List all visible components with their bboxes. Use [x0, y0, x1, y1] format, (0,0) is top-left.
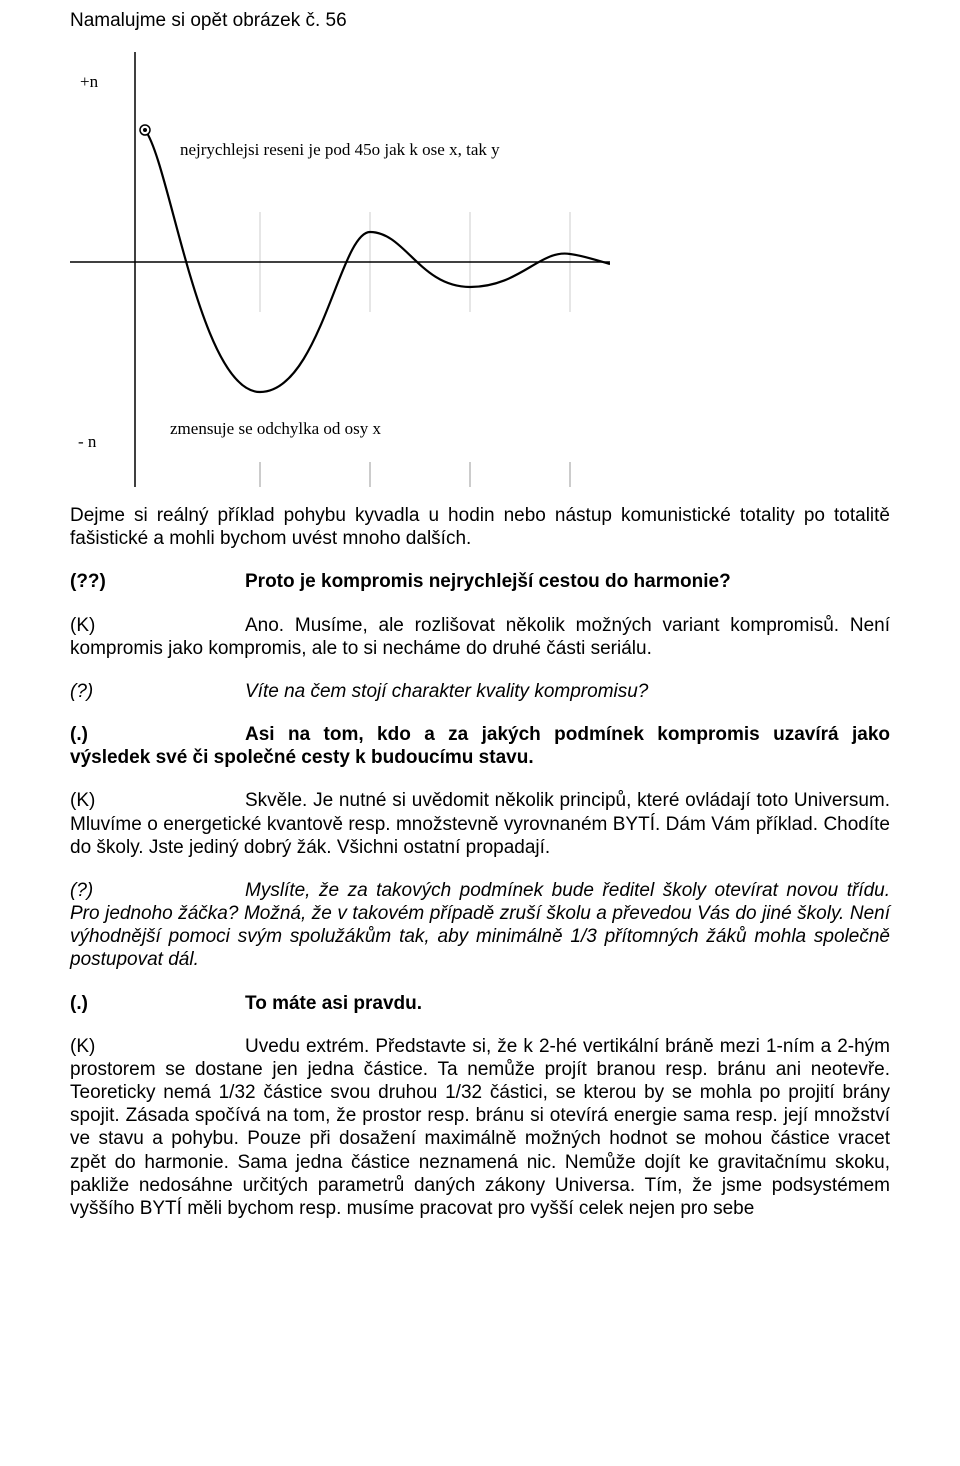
dialogue-text: Proto je kompromis nejrychlejší cestou d… — [245, 571, 731, 592]
svg-text:+n: +n — [80, 72, 99, 91]
speaker-prefix: (K) — [70, 1035, 245, 1058]
dialogue-line-8: (K)Uvedu extrém. Představte si, že k 2-h… — [70, 1035, 890, 1220]
dialogue-text: To máte asi pravdu. — [245, 993, 422, 1014]
dialogue-line-6: (?)Myslíte, že za takových podmínek bude… — [70, 879, 890, 972]
dialogue-line-1: (??)Proto je kompromis nejrychlejší cest… — [70, 570, 890, 593]
dialogue-line-7: (.)To máte asi pravdu. — [70, 992, 890, 1015]
dialogue-line-2: (K)Ano. Musíme, ale rozlišovat několik m… — [70, 614, 890, 660]
chart-wrapper: +n - n nejrychlejsi reseni je pod 45o jak … — [70, 42, 890, 492]
svg-text:zmensuje se odchylka od osy x: zmensuje se odchylka od osy x — [170, 419, 382, 438]
document-page: Namalujme si opět obrázek č. 56 +n - n nej… — [0, 0, 960, 1466]
svg-text:nejrychlejsi reseni je pod 45o: nejrychlejsi reseni je pod 45o jak k ose… — [180, 140, 500, 159]
dialogue-text: Víte na čem stojí charakter kvality komp… — [245, 681, 648, 702]
speaker-prefix: (??) — [70, 570, 245, 593]
speaker-prefix: (.) — [70, 992, 245, 1015]
svg-text:- n: - n — [78, 432, 97, 451]
damped-oscillation-chart: +n - n nejrychlejsi reseni je pod 45o jak … — [70, 42, 610, 492]
speaker-prefix: (K) — [70, 789, 245, 812]
dialogue-line-5: (K)Skvěle. Je nutné si uvědomit několik … — [70, 789, 890, 859]
heading: Namalujme si opět obrázek č. 56 — [70, 10, 890, 32]
speaker-prefix: (?) — [70, 680, 245, 703]
dialogue-text: Uvedu extrém. Představte si, že k 2-hé v… — [70, 1036, 890, 1219]
dialogue-line-4: (.)Asi na tom, kdo a za jakých podmínek … — [70, 723, 890, 769]
speaker-prefix: (.) — [70, 723, 245, 746]
intro-paragraph: Dejme si reálný příklad pohybu kyvadla u… — [70, 504, 890, 550]
speaker-prefix: (K) — [70, 614, 245, 637]
dialogue-line-3: (?)Víte na čem stojí charakter kvality k… — [70, 680, 890, 703]
speaker-prefix: (?) — [70, 879, 245, 902]
